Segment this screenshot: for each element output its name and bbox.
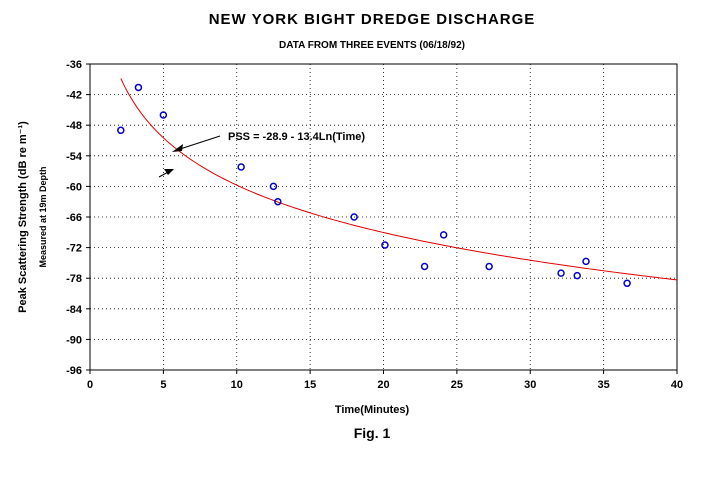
data-point [582, 257, 590, 266]
y-tick-label: -96 [66, 365, 82, 377]
x-tick-label: 15 [304, 379, 316, 391]
x-tick-label: 20 [377, 379, 389, 391]
y-tick-label: -36 [66, 59, 82, 71]
y-tick-label: -60 [66, 181, 82, 193]
data-point [117, 126, 125, 135]
data-point [573, 271, 581, 280]
y-axis-label: Peak Scattering Strength (dB re m⁻¹) [17, 121, 29, 313]
annotation-arrow-upper [172, 135, 221, 152]
y-tick-label: -54 [66, 151, 83, 163]
data-point [420, 262, 429, 271]
annotation-arrow-lower [158, 169, 174, 178]
data-point [350, 213, 358, 221]
x-tick-label: 35 [598, 379, 610, 391]
data-point [159, 111, 168, 119]
x-tick-label: 30 [524, 379, 536, 391]
data-point [439, 231, 448, 239]
y-tick-label: -90 [66, 334, 82, 346]
grid-lines [90, 64, 677, 370]
y-tick-label: -66 [66, 212, 82, 224]
fit-equation-annotation: PSS = -28.9 - 13.4Ln(Time) [228, 131, 365, 143]
data-point [381, 241, 389, 249]
y-tick-label: -72 [66, 243, 82, 255]
data-point [485, 262, 493, 271]
y-axis-label-secondary: Measured at 19m Depth [38, 166, 48, 267]
data-point [274, 197, 282, 206]
data-point [557, 269, 565, 277]
x-axis-label: Time(Minutes) [335, 404, 410, 416]
y-tick-label: -84 [66, 304, 83, 316]
x-tick-label: 10 [231, 379, 243, 391]
fit-curve [120, 78, 678, 281]
x-tick-label: 0 [87, 379, 93, 391]
y-tick-label: -78 [66, 273, 82, 285]
data-point [237, 163, 245, 171]
figure-label: Fig. 1 [354, 425, 391, 441]
data-point [134, 83, 143, 92]
x-tick-label: 25 [451, 379, 463, 391]
chart-title: NEW YORK BIGHT DREDGE DISCHARGE [209, 11, 536, 28]
x-tick-label: 5 [160, 379, 166, 391]
data-points [117, 83, 631, 288]
axis-ticks: 0 5 10 15 20 25 30 35 40 -36 -42 -48 -54 -60 -66 -72 -78… [66, 59, 683, 391]
data-point [269, 182, 278, 191]
chart-subtitle: DATA FROM THREE EVENTS (06/18/92) [279, 40, 465, 51]
y-tick-label: -48 [66, 120, 82, 132]
x-tick-label: 40 [671, 379, 683, 391]
y-tick-label: -42 [66, 90, 82, 102]
data-point [623, 279, 631, 288]
